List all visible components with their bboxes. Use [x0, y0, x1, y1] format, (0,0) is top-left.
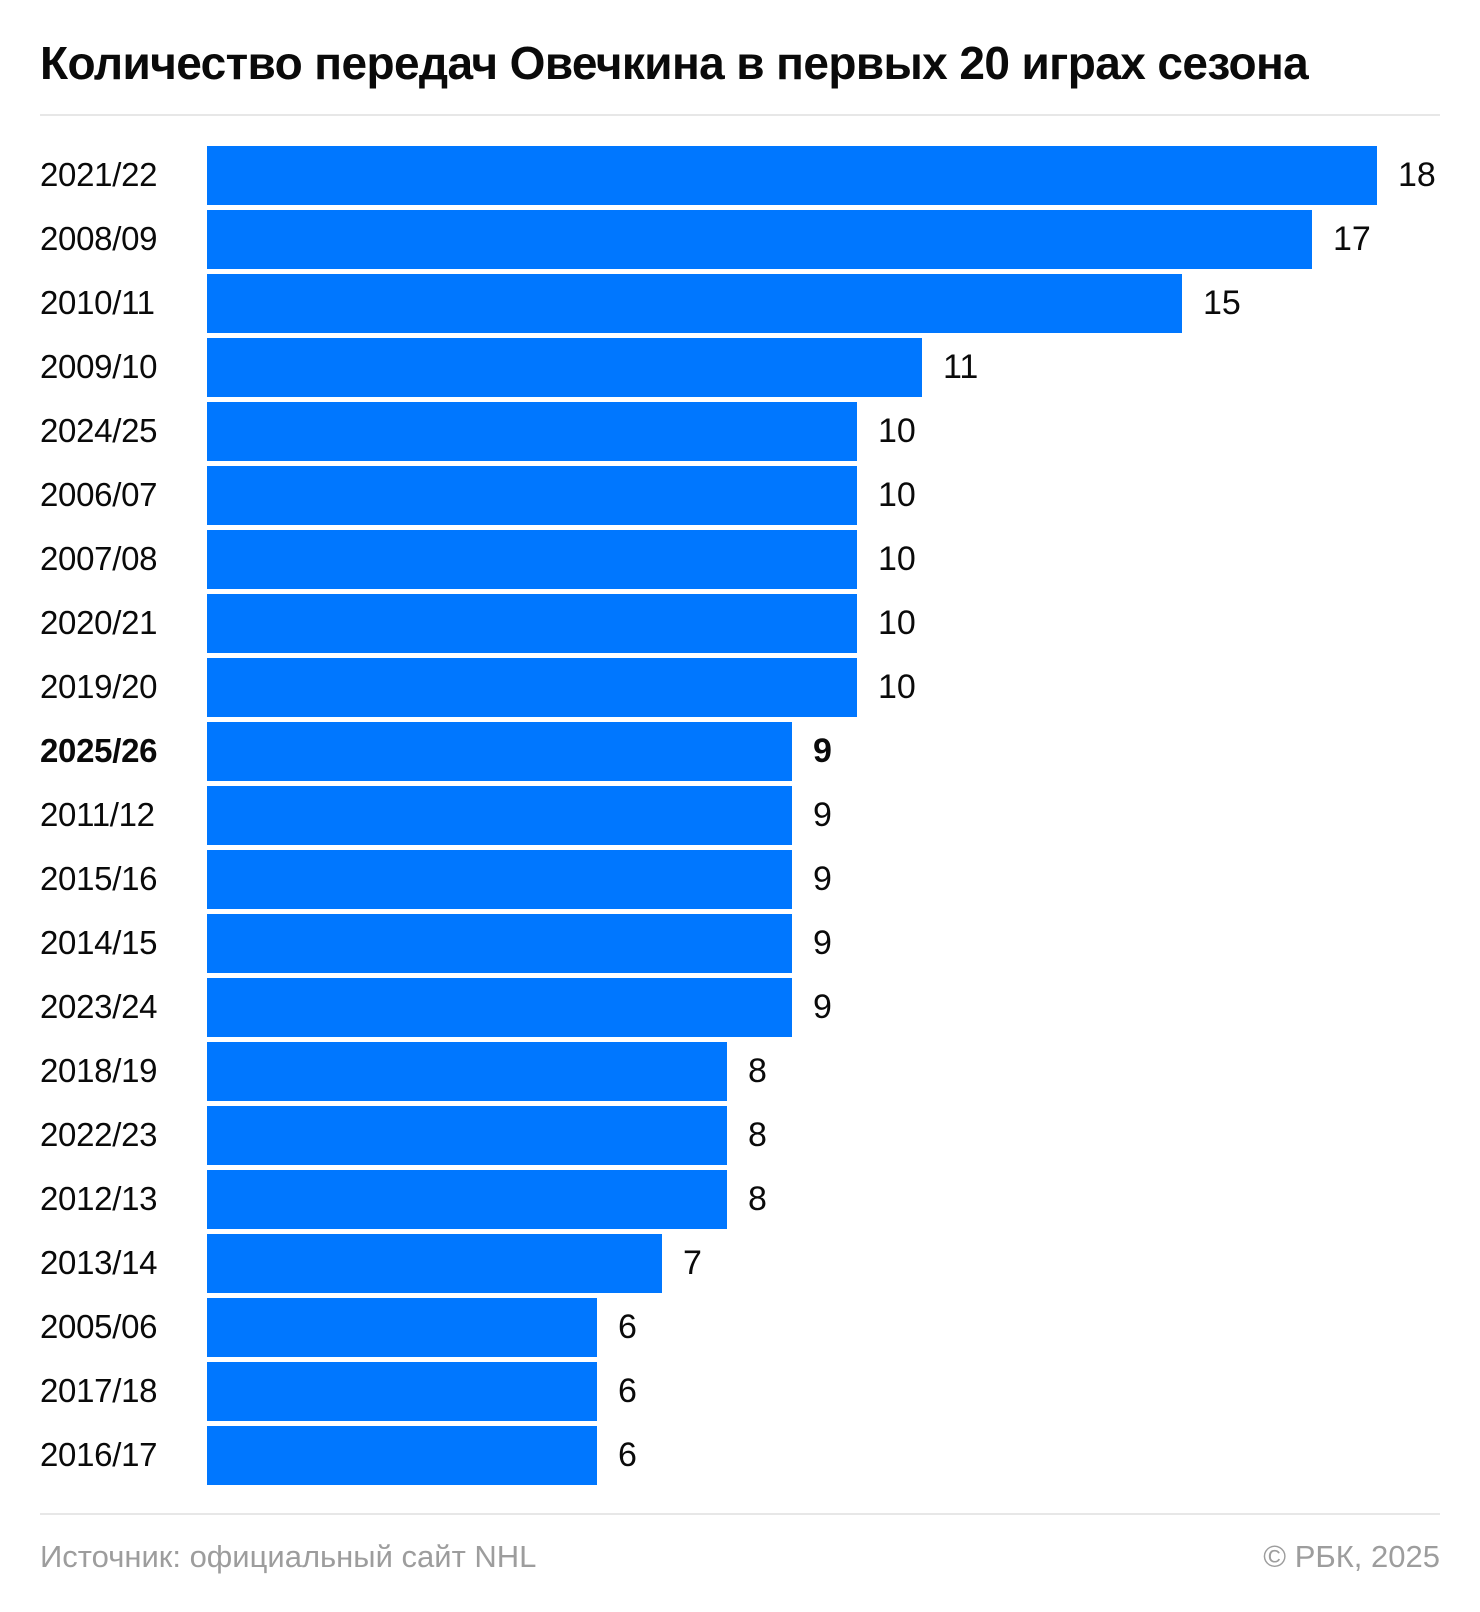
chart-row: 2016/17 6	[40, 1425, 1440, 1485]
row-season-label: 2015/16	[40, 860, 158, 898]
copyright-label: © РБК, 2025	[1263, 1538, 1440, 1574]
footer: Источник: официальный сайт NHL © РБК, 20…	[40, 1539, 1440, 1575]
chart-row: 2010/11 15	[40, 273, 1440, 333]
chart-row: 2019/20 10	[40, 657, 1440, 717]
row-bar	[207, 1297, 597, 1357]
row-season-label: 2011/12	[40, 796, 155, 834]
row-bar	[207, 1105, 727, 1165]
row-value-label: 8	[748, 1115, 767, 1154]
row-bar	[207, 1233, 662, 1293]
row-value-label: 11	[943, 347, 979, 386]
source-label: Источник: официальный сайт NHL	[40, 1538, 537, 1574]
row-season-label: 2005/06	[40, 1308, 158, 1346]
row-season-label: 2024/25	[40, 412, 158, 450]
row-season-label: 2025/26	[40, 732, 158, 770]
row-season-label: 2006/07	[40, 476, 158, 514]
row-value-label: 9	[813, 731, 832, 770]
row-bar	[207, 721, 792, 781]
row-value-label: 10	[878, 539, 916, 578]
chart-row: 2017/18 6	[40, 1361, 1440, 1421]
row-season-label: 2008/09	[40, 220, 158, 258]
chart-row: 2025/26 9	[40, 721, 1440, 781]
row-bar	[207, 401, 857, 461]
row-season-label: 2014/15	[40, 924, 158, 962]
footer-divider	[40, 1512, 1440, 1515]
chart-row: 2007/08 10	[40, 529, 1440, 589]
row-bar	[207, 785, 792, 845]
chart-row: 2022/23 8	[40, 1105, 1440, 1165]
row-value-label: 6	[618, 1371, 637, 1410]
title-divider	[40, 113, 1440, 116]
row-value-label: 9	[813, 795, 832, 834]
row-season-label: 2018/19	[40, 1052, 158, 1090]
row-value-label: 9	[813, 987, 832, 1026]
chart-row: 2013/14 7	[40, 1233, 1440, 1293]
row-season-label: 2013/14	[40, 1244, 158, 1282]
row-bar	[207, 209, 1312, 269]
row-bar	[207, 1425, 597, 1485]
row-value-label: 6	[618, 1307, 637, 1346]
row-season-label: 2009/10	[40, 348, 158, 386]
row-value-label: 15	[1203, 283, 1241, 322]
row-season-label: 2016/17	[40, 1436, 158, 1474]
row-value-label: 7	[683, 1243, 702, 1282]
row-value-label: 9	[813, 923, 832, 962]
row-value-label: 8	[748, 1179, 767, 1218]
row-bar	[207, 1041, 727, 1101]
row-season-label: 2019/20	[40, 668, 158, 706]
chart-row: 2021/22 18	[40, 145, 1440, 205]
row-bar	[207, 1169, 727, 1229]
row-bar	[207, 849, 792, 909]
chart-row: 2006/07 10	[40, 465, 1440, 525]
row-season-label: 2021/22	[40, 156, 158, 194]
row-bar	[207, 337, 922, 397]
chart-row: 2018/19 8	[40, 1041, 1440, 1101]
row-value-label: 10	[878, 475, 916, 514]
chart-row: 2020/21 10	[40, 593, 1440, 653]
row-season-label: 2012/13	[40, 1180, 158, 1218]
chart-row: 2023/24 9	[40, 977, 1440, 1037]
row-value-label: 17	[1333, 219, 1371, 258]
row-bar	[207, 657, 857, 717]
row-bar	[207, 273, 1182, 333]
row-bar	[207, 529, 857, 589]
chart-row: 2015/16 9	[40, 849, 1440, 909]
row-value-label: 6	[618, 1435, 637, 1474]
row-value-label: 10	[878, 603, 916, 642]
row-season-label: 2022/23	[40, 1116, 158, 1154]
row-bar	[207, 593, 857, 653]
row-value-label: 10	[878, 411, 916, 450]
row-value-label: 18	[1398, 155, 1436, 194]
row-season-label: 2010/11	[40, 284, 155, 322]
row-bar	[207, 977, 792, 1037]
row-season-label: 2017/18	[40, 1372, 158, 1410]
row-season-label: 2023/24	[40, 988, 158, 1026]
chart-row: 2011/12 9	[40, 785, 1440, 845]
chart-row: 2009/10 11	[40, 337, 1440, 397]
row-bar	[207, 465, 857, 525]
row-value-label: 10	[878, 667, 916, 706]
chart-title: Количество передач Овечкина в первых 20 …	[40, 37, 1309, 89]
row-value-label: 9	[813, 859, 832, 898]
chart-row: 2024/25 10	[40, 401, 1440, 461]
row-bar	[207, 913, 792, 973]
row-bar	[207, 145, 1377, 205]
chart-row: 2008/09 17	[40, 209, 1440, 269]
row-season-label: 2007/08	[40, 540, 158, 578]
row-value-label: 8	[748, 1051, 767, 1090]
row-bar	[207, 1361, 597, 1421]
bar-chart: 2021/22 18 2008/09 17 2010/11 15 2009/10…	[40, 145, 1440, 1485]
chart-row: 2012/13 8	[40, 1169, 1440, 1229]
row-season-label: 2020/21	[40, 604, 158, 642]
chart-row: 2014/15 9	[40, 913, 1440, 973]
chart-row: 2005/06 6	[40, 1297, 1440, 1357]
